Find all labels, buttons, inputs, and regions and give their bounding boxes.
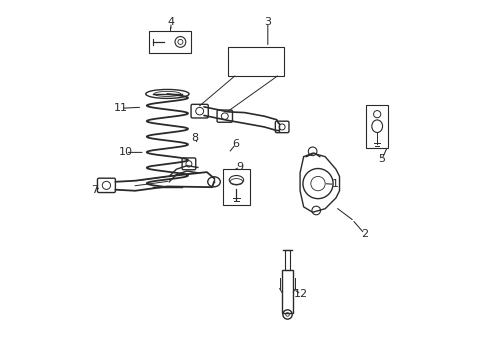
Bar <box>228 47 284 76</box>
Text: 2: 2 <box>360 229 367 239</box>
Text: 7: 7 <box>91 185 98 195</box>
Text: 9: 9 <box>236 162 243 172</box>
Text: 12: 12 <box>293 289 307 299</box>
Bar <box>281 270 293 313</box>
Text: 5: 5 <box>378 154 385 164</box>
Bar <box>149 31 190 53</box>
Text: 1: 1 <box>331 179 338 189</box>
Text: 8: 8 <box>191 133 198 143</box>
Text: 3: 3 <box>264 17 271 27</box>
Bar <box>366 105 387 148</box>
Text: 4: 4 <box>167 17 174 27</box>
Text: 10: 10 <box>118 147 132 157</box>
Bar <box>285 250 289 270</box>
Bar <box>223 169 249 205</box>
Text: 6: 6 <box>232 139 239 149</box>
Text: 11: 11 <box>114 103 127 113</box>
